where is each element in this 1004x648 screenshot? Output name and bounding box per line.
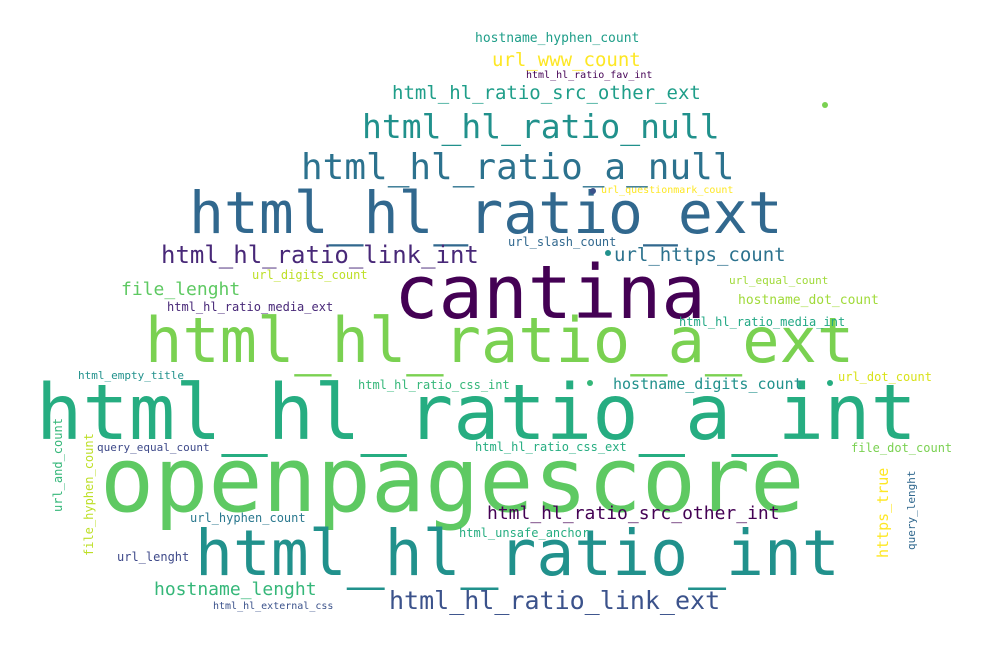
word-query-lenght: query_lenght xyxy=(905,470,918,550)
word-url-digits-count: url_digits_count xyxy=(252,268,368,282)
word-html-hl-ratio-fav-int: html_hl_ratio_fav_int xyxy=(526,70,653,81)
dot-mark-5 xyxy=(822,102,828,108)
word-html-hl-ratio-link-ext: html_hl_ratio_link_ext xyxy=(389,586,721,615)
word-https-true: https_true xyxy=(874,467,892,558)
word-url-https-count: url_https_count xyxy=(614,244,786,266)
word-html-hl-ratio-src-other-int: html_hl_ratio_src_other_int xyxy=(487,503,780,524)
word-html-unsafe-anchor: html_unsafe_anchor xyxy=(459,526,590,540)
dot-mark-2 xyxy=(587,380,593,386)
word-openpagescore: openpagescore xyxy=(100,428,805,533)
word-html-hl-ratio-src-other-ext: html_hl_ratio_src_other_ext xyxy=(392,82,701,104)
word-html-hl-ratio-a-ext: html_hl_ratio_a_ext xyxy=(145,304,855,377)
word-url-dot-count: url_dot_count xyxy=(838,370,932,384)
word-html-hl-ratio-int: html_hl_ratio_int xyxy=(195,517,840,590)
word-html-hl-ratio-null: html_hl_ratio_null xyxy=(362,107,720,146)
word-url-questionmark-count: url_questionmark_count xyxy=(601,185,734,196)
word-hostname-dot-count: hostname_dot_count xyxy=(738,293,879,308)
word-html-hl-ratio-a-null: html_hl_ratio_a_null xyxy=(301,147,735,188)
word-html-hl-ratio-media-ext: html_hl_ratio_media_ext xyxy=(167,300,334,314)
word-html-hl-ratio-link-int: html_hl_ratio_link_int xyxy=(161,241,479,269)
word-html-hl-ratio-css-ext: html_hl_ratio_css_ext xyxy=(475,440,627,454)
word-cantina: cantina xyxy=(394,250,706,336)
dot-mark-1 xyxy=(590,188,596,194)
word-hostname-digits-count: hostname_digits_count xyxy=(613,375,803,393)
word-query-equal-count: query_equal_count xyxy=(97,441,210,454)
word-html-hl-ratio-a-int: html_hl_ratio_a_int xyxy=(36,369,917,458)
word-html-hl-external-css: html_hl_external_css xyxy=(213,601,334,612)
word-url-slash-count: url_slash_count xyxy=(508,235,617,249)
word-file-dot-count: file_dot_count xyxy=(851,441,953,455)
word-html-hl-ratio-css-int: html_hl_ratio_css_int xyxy=(358,378,510,392)
word-html-empty-title: html_empty_title xyxy=(78,369,184,382)
word-hostname-hyphen-count: hostname_hyphen_count xyxy=(475,31,640,46)
word-html-hl-ratio-ext: html_hl_ratio_ext xyxy=(189,179,783,247)
word-hostname-lenght: hostname_lenght xyxy=(154,579,317,600)
word-file-lenght: file_lenght xyxy=(121,279,241,300)
dot-mark-4 xyxy=(605,250,611,256)
word-url-www-count: url_www_count xyxy=(492,49,641,71)
word-file-hyphen-count: file_hyphen_count xyxy=(82,433,96,556)
word-url-and-count: url_and_count xyxy=(51,418,65,512)
word-url-hyphen-count: url_hyphen_count xyxy=(190,511,306,525)
word-url-lenght: url_lenght xyxy=(117,550,190,564)
word-html-hl-ratio-media-int: html_hl_ratio_media_int xyxy=(679,315,846,329)
word-url-equal-count: url_equal_count xyxy=(729,274,829,287)
dot-mark-3 xyxy=(827,380,833,386)
